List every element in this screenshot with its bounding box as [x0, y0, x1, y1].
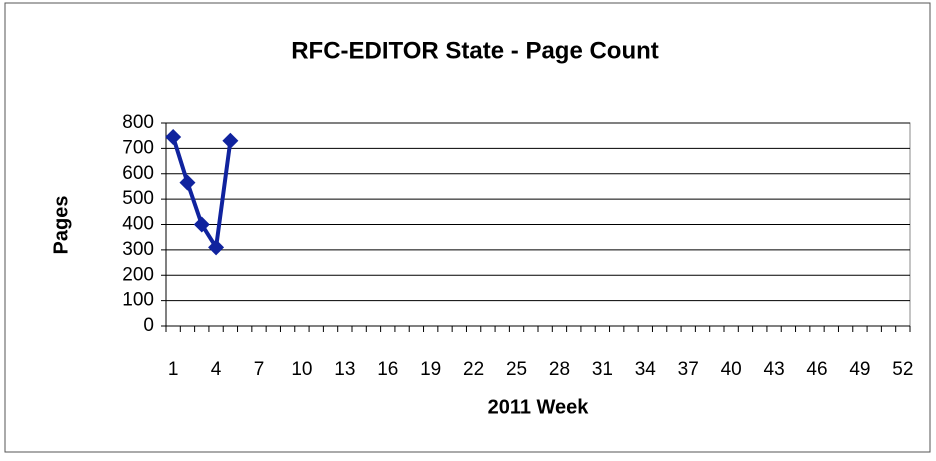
x-tick-label: 1: [168, 359, 179, 380]
y-tick-label: 0: [143, 315, 154, 336]
point-marker: [222, 132, 239, 149]
chart-frame: [4, 2, 931, 453]
chart-title: RFC-EDITOR State - Page Count: [291, 37, 659, 64]
x-tick-label: 49: [849, 359, 870, 380]
y-tick-label: 300: [122, 239, 154, 260]
x-tick-label: 13: [334, 359, 355, 380]
x-axis-title: 2011 Week: [488, 396, 590, 418]
y-tick-label: 600: [122, 163, 154, 184]
x-tick-label: 43: [764, 359, 785, 380]
x-tick-label: 16: [377, 359, 398, 380]
x-tick-label: 52: [892, 359, 913, 380]
y-tick-label: 400: [122, 214, 154, 235]
x-tick-label: 10: [291, 359, 312, 380]
point-marker: [208, 239, 225, 256]
x-tick-label: 40: [721, 359, 742, 380]
y-tick-label: 800: [122, 112, 154, 133]
y-tick-label: 100: [122, 290, 154, 311]
x-tick-label: 31: [592, 359, 613, 380]
y-tick-label: 200: [122, 264, 154, 285]
x-tick-label: 25: [506, 359, 527, 380]
y-axis-title: Pages: [50, 196, 72, 255]
point-marker: [179, 174, 196, 191]
x-tick-label: 28: [549, 359, 570, 380]
x-tick-label: 19: [420, 359, 441, 380]
point-marker: [193, 216, 210, 233]
x-tick-label: 7: [254, 359, 265, 380]
x-tick-label: 4: [211, 359, 222, 380]
y-tick-label: 700: [122, 137, 154, 158]
point-marker: [165, 128, 182, 145]
x-tick-label: 37: [678, 359, 699, 380]
y-tick-label: 500: [122, 188, 154, 209]
x-tick-label: 34: [635, 359, 657, 380]
x-tick-label: 46: [806, 359, 827, 380]
x-tick-label: 22: [463, 359, 484, 380]
